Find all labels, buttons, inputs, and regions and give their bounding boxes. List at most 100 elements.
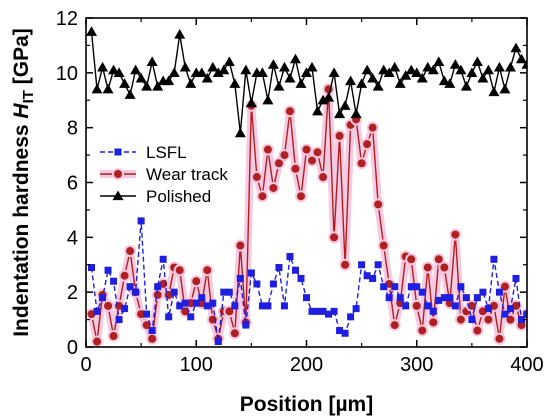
data-point (356, 78, 368, 88)
data-point (124, 89, 136, 99)
x-tick-label: 400 (510, 354, 543, 376)
data-point (488, 86, 500, 97)
data-point (141, 81, 153, 91)
data-point (389, 61, 401, 72)
x-tick-label: 0 (80, 354, 91, 376)
data-point (179, 61, 191, 72)
legend-entry-lsfl: LSFL (100, 143, 187, 162)
data-point (466, 67, 478, 77)
data-point (429, 318, 438, 327)
y-axis-title-prefix: Indentation hardness (10, 119, 33, 337)
data-point (121, 305, 129, 313)
data-point (203, 266, 212, 275)
data-point (99, 294, 107, 302)
data-point (207, 61, 219, 72)
data-point (115, 316, 123, 324)
data-point (390, 321, 399, 330)
data-point (154, 283, 162, 291)
data-point (159, 255, 167, 263)
data-point (119, 78, 131, 88)
data-point (308, 307, 316, 315)
data-point (515, 53, 527, 64)
series-layer (86, 26, 527, 347)
series-line (90, 31, 527, 134)
data-point (289, 53, 301, 64)
y-axis-title-unit: [GPa] (10, 28, 33, 90)
data-point (427, 64, 439, 75)
data-point (297, 274, 305, 282)
data-point (245, 97, 257, 108)
data-point (510, 42, 522, 53)
data-point (363, 140, 372, 149)
y-tick-label: 0 (67, 337, 78, 359)
data-point (91, 83, 103, 94)
data-point (236, 274, 244, 282)
data-point (413, 283, 421, 291)
data-point (273, 81, 285, 91)
data-point (319, 173, 328, 182)
data-point (187, 313, 195, 321)
data-point (500, 282, 509, 291)
data-point (345, 75, 357, 86)
data-point (380, 283, 388, 291)
data-point (396, 294, 404, 302)
data-point (451, 230, 460, 239)
data-point (170, 288, 178, 296)
data-point (175, 266, 184, 275)
data-point (479, 288, 487, 296)
legend-marker (114, 148, 122, 156)
data-point (192, 299, 200, 307)
data-point (284, 72, 296, 83)
x-axis-title: Position [µm] (240, 393, 373, 416)
data-point (264, 302, 272, 310)
data-point (383, 67, 395, 77)
data-point (306, 61, 318, 72)
data-point (372, 81, 384, 91)
data-point (218, 64, 230, 75)
data-point (132, 288, 140, 296)
data-point (473, 326, 482, 335)
legend-marker (114, 170, 122, 178)
data-point (517, 316, 525, 324)
data-point (209, 299, 217, 307)
data-point (97, 61, 109, 72)
data-point (412, 301, 421, 310)
data-point (467, 301, 476, 310)
data-point (196, 67, 208, 77)
data-point (285, 107, 294, 116)
data-point (423, 263, 432, 272)
data-point (504, 61, 516, 72)
data-point (110, 277, 118, 285)
data-point (339, 100, 351, 110)
data-point (295, 78, 307, 88)
y-tick-label: 10 (56, 63, 78, 85)
data-point (407, 255, 416, 264)
data-point (165, 313, 173, 321)
data-point (341, 329, 349, 337)
data-point (457, 283, 465, 291)
data-point (113, 67, 125, 77)
data-point (422, 61, 434, 72)
data-point (455, 64, 467, 75)
data-point (104, 266, 112, 274)
data-point (223, 56, 235, 66)
data-point (130, 64, 142, 75)
data-point (347, 313, 355, 321)
data-point (451, 302, 459, 310)
data-point (247, 269, 255, 277)
data-point (490, 255, 498, 263)
data-point (269, 280, 277, 288)
legend-entry-wear-track: Wear track (100, 165, 228, 184)
data-point (267, 59, 279, 69)
data-point (214, 338, 222, 346)
legend-label: LSFL (146, 143, 187, 162)
data-point (330, 233, 339, 242)
data-point (374, 261, 382, 269)
data-point (433, 56, 445, 66)
data-point (511, 301, 520, 310)
data-point (186, 299, 195, 308)
data-point (104, 301, 113, 310)
data-point (341, 260, 350, 269)
data-point (120, 271, 129, 280)
data-point (374, 200, 383, 209)
